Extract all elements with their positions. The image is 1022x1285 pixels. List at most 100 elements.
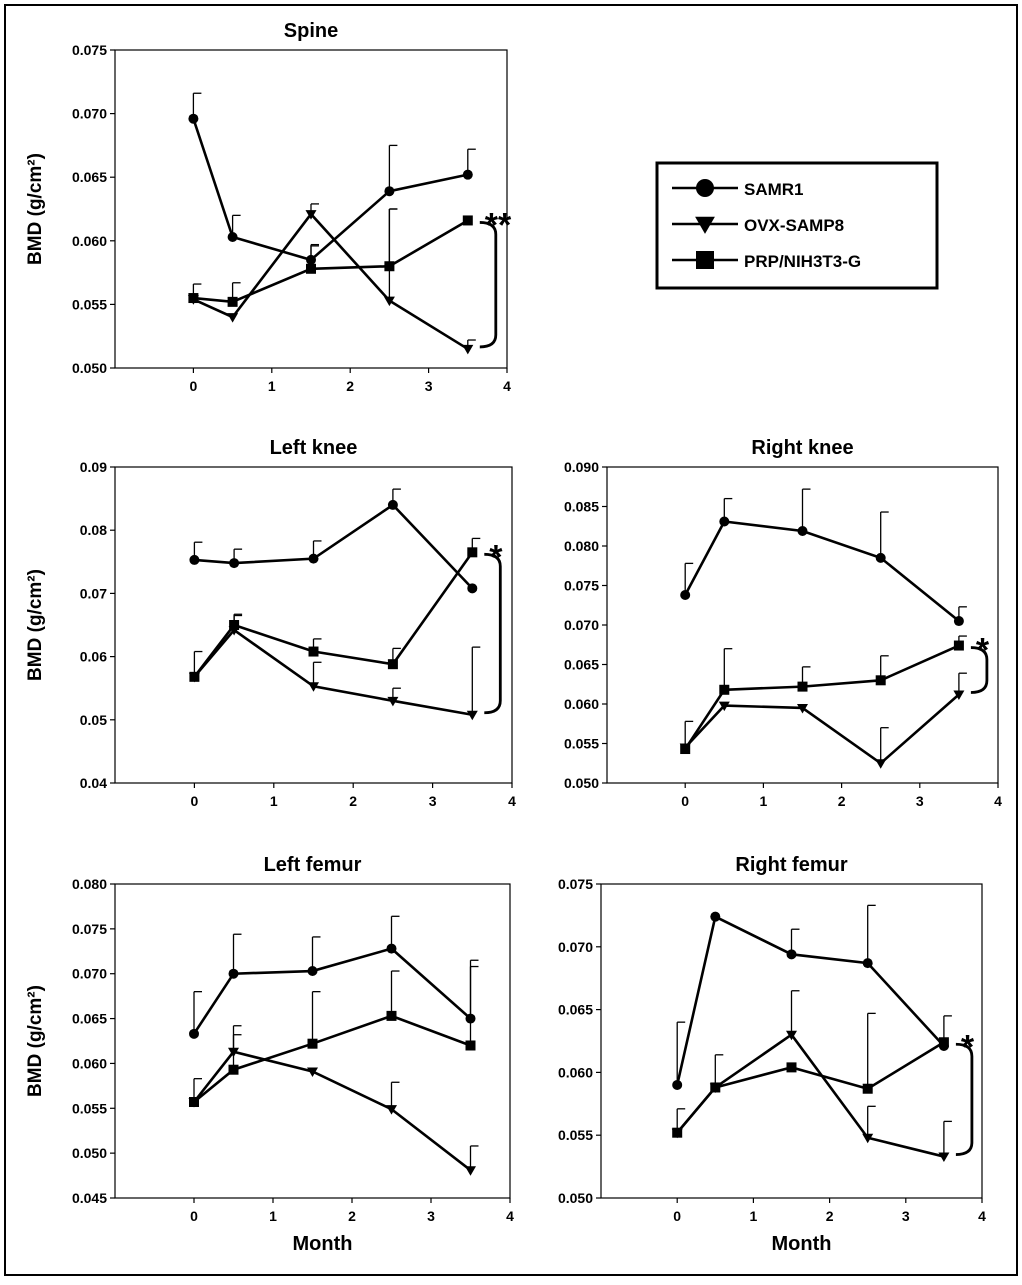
data-point (953, 640, 964, 651)
data-point (719, 684, 730, 695)
data-point (227, 296, 238, 307)
panel-left-femur: Left femur 0.045 0.050 0.055 0.060 0.065 0.070… (25, 854, 514, 1255)
y-tick-label: 0.055 (72, 296, 107, 312)
significance-bracket (479, 221, 498, 349)
data-point (938, 1152, 950, 1163)
data-point (797, 703, 808, 714)
data-point (797, 681, 808, 692)
data-point (953, 690, 965, 701)
data-point (875, 552, 886, 563)
significance-label: ** (485, 206, 512, 244)
data-point (786, 1030, 797, 1041)
data-point (862, 1083, 873, 1094)
significance-bracket (484, 552, 502, 715)
x-tick-label: 0 (190, 378, 198, 394)
panel-right-knee: Right knee 0.050 0.055 0.060 0.065 0.070 0.075… (564, 437, 1002, 809)
data-point (875, 675, 886, 686)
legend-label: SAMR1 (744, 180, 804, 199)
series-prp-nih3t3-g (188, 208, 473, 307)
data-point (386, 1105, 397, 1115)
x-tick-label: 4 (994, 793, 1002, 809)
plot-frame (600, 883, 983, 1199)
x-tick-label: 4 (978, 1208, 986, 1224)
x-tick-label: 1 (270, 793, 278, 809)
data-point (387, 499, 398, 510)
y-tick-label: 0.075 (558, 876, 593, 892)
y-tick-label: 0.075 (72, 42, 107, 58)
data-point (710, 1082, 721, 1093)
y-tick-label: 0.07 (80, 585, 107, 601)
data-point (462, 215, 473, 226)
y-tick-label: 0.055 (558, 1127, 593, 1143)
y-tick-label: 0.060 (564, 696, 599, 712)
y-axis-label: BMD (g/cm²) (25, 569, 46, 681)
data-point (189, 671, 200, 682)
data-point (462, 344, 474, 355)
data-point (710, 911, 721, 922)
series-prp-nih3t3-g (680, 635, 967, 755)
data-point (466, 710, 478, 721)
data-point (189, 1028, 199, 1039)
data-point (862, 1133, 874, 1144)
y-tick-label: 0.055 (564, 736, 599, 752)
series-prp-nih3t3-g (672, 1012, 949, 1138)
legend: SAMR1 OVX-SAMP8 PRP/NIH3T3-G (655, 161, 939, 290)
legend-item-samr1: SAMR1 (672, 179, 804, 199)
x-tick-label: 4 (503, 378, 511, 394)
data-point (387, 696, 399, 707)
y-tick-label: 0.04 (80, 775, 107, 791)
data-point (786, 949, 797, 960)
data-point (672, 1127, 683, 1138)
x-tick-label: 0 (681, 793, 689, 809)
data-point (786, 1062, 797, 1073)
data-point (680, 589, 691, 600)
y-tick-label: 0.050 (558, 1190, 593, 1206)
x-tick-label: 1 (760, 793, 768, 809)
data-point (307, 966, 318, 977)
y-tick-label: 0.085 (564, 499, 599, 515)
x-tick-label: 0 (191, 793, 199, 809)
panel-spine: Spine 0.050 0.055 0.060 0.065 0.070 0.075 0 1 2 3 4… (25, 20, 512, 394)
y-tick-label: 0.050 (72, 1145, 107, 1161)
y-tick-label: 0.060 (72, 233, 107, 249)
data-point (308, 682, 319, 692)
plot-frame (114, 49, 508, 369)
data-point (189, 554, 200, 565)
y-tick-label: 0.070 (564, 617, 599, 633)
legend-label: OVX-SAMP8 (744, 216, 844, 235)
y-tick-label: 0.090 (564, 459, 599, 475)
y-tick-label: 0.060 (72, 1055, 107, 1071)
legend-item-prp-nih3t3-g: PRP/NIH3T3-G (672, 251, 861, 271)
y-tick-label: 0.065 (564, 657, 599, 673)
x-tick-label: 2 (838, 793, 846, 809)
x-tick-label: 4 (506, 1208, 514, 1224)
panel-right-femur: Right femur 0.050 0.055 0.060 0.065 0.070 0.07… (558, 854, 986, 1255)
series-samr1 (680, 488, 967, 627)
significance-bracket (970, 646, 989, 694)
data-point (305, 210, 317, 220)
y-tick-label: 0.055 (72, 1100, 107, 1116)
data-point (875, 759, 887, 769)
data-point (938, 1037, 949, 1048)
data-point (308, 646, 319, 657)
y-tick-label: 0.06 (80, 649, 107, 665)
data-point (719, 516, 730, 527)
data-point (462, 169, 473, 180)
legend-marker (696, 179, 714, 197)
data-point (228, 1064, 239, 1075)
significance-label: * (489, 538, 503, 576)
data-point (307, 1038, 318, 1049)
panel-title: Left knee (270, 437, 358, 459)
y-tick-label: 0.065 (558, 1002, 593, 1018)
data-point (228, 968, 239, 979)
x-axis-label: Month (293, 1233, 353, 1255)
x-tick-label: 3 (427, 1208, 435, 1224)
data-point (465, 1166, 476, 1176)
data-point (188, 293, 199, 304)
x-tick-label: 0 (190, 1208, 198, 1224)
data-point (384, 186, 395, 197)
data-point (386, 943, 397, 954)
data-point (467, 547, 478, 558)
legend-label: PRP/NIH3T3-G (744, 252, 861, 271)
y-tick-label: 0.08 (80, 522, 107, 538)
